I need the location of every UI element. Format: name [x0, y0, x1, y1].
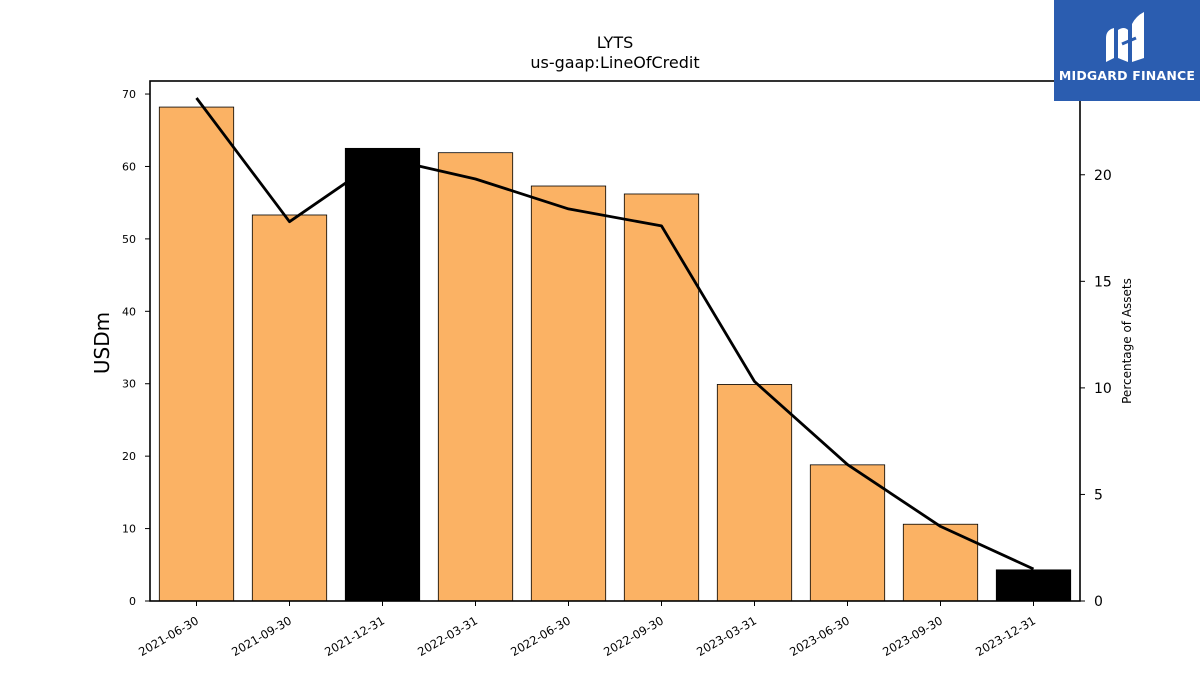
- x-tick-label: 2023-03-31: [694, 613, 759, 659]
- x-tick-label: 2023-12-31: [973, 613, 1038, 659]
- y-tick-label: 10: [122, 523, 136, 536]
- bar-2022-06-30: [530, 185, 607, 602]
- y2-tick-label: 5: [1094, 487, 1103, 503]
- bar-2021-09-30: [251, 214, 328, 602]
- y2-axis-label: Percentage of Assets: [1120, 278, 1134, 404]
- x-tick-label: 2022-06-30: [508, 613, 573, 659]
- y-tick-label: 40: [122, 305, 136, 318]
- bar-2023-06-30: [809, 464, 886, 602]
- x-tick-label: 2021-12-31: [322, 613, 387, 659]
- y-tick-label: 30: [122, 378, 136, 391]
- y-tick-label: 20: [122, 450, 136, 463]
- logo-text: MIDGARD FINANCE: [1058, 68, 1196, 83]
- bar-2023-12-31: [995, 569, 1072, 602]
- bar-2023-03-31: [716, 384, 793, 602]
- y-tick-label: 60: [122, 160, 136, 173]
- y2-tick-label: 20: [1094, 168, 1112, 184]
- y2-tick-label: 0: [1094, 594, 1103, 610]
- y-axis-label: USDm: [90, 312, 114, 374]
- chart-title: LYTS: [597, 33, 634, 52]
- x-axis: 2021-06-30 2021-09-30 2021-12-31 2022-03-31…: [136, 601, 1038, 659]
- x-tick-label: 2021-09-30: [229, 613, 294, 659]
- plot-frame: [149, 80, 1081, 602]
- bar-2022-09-30: [623, 193, 700, 602]
- y-tick-label: 70: [122, 88, 136, 101]
- x-tick-label: 2022-09-30: [601, 613, 666, 659]
- x-tick-label: 2021-06-30: [136, 613, 201, 659]
- y-tick-label: 0: [129, 595, 136, 608]
- bar-2022-03-31: [437, 152, 514, 602]
- line-layer: [195, 97, 1035, 571]
- y2-tick-label: 10: [1094, 381, 1112, 397]
- right-axis: 0 5 10 15 20: [1080, 168, 1112, 610]
- bars-layer: [158, 106, 1072, 602]
- brand-logo: MIDGARD FINANCE: [1054, 0, 1200, 101]
- percentage-line: [195, 97, 1035, 571]
- bar-2023-09-30: [902, 523, 979, 602]
- chart-subtitle: us-gaap:LineOfCredit: [530, 53, 699, 72]
- x-tick-label: 2022-03-31: [415, 613, 480, 659]
- x-tick-label: 2023-09-30: [880, 613, 945, 659]
- left-axis: 0 10 20 30 40 50 60 70: [122, 88, 150, 608]
- y-tick-label: 50: [122, 233, 136, 246]
- bar-2021-06-30: [158, 106, 235, 602]
- bar-2021-12-31: [344, 147, 421, 602]
- y2-tick-label: 15: [1094, 274, 1112, 290]
- x-tick-label: 2023-06-30: [787, 613, 852, 659]
- logo-mark-icon: [1106, 12, 1144, 62]
